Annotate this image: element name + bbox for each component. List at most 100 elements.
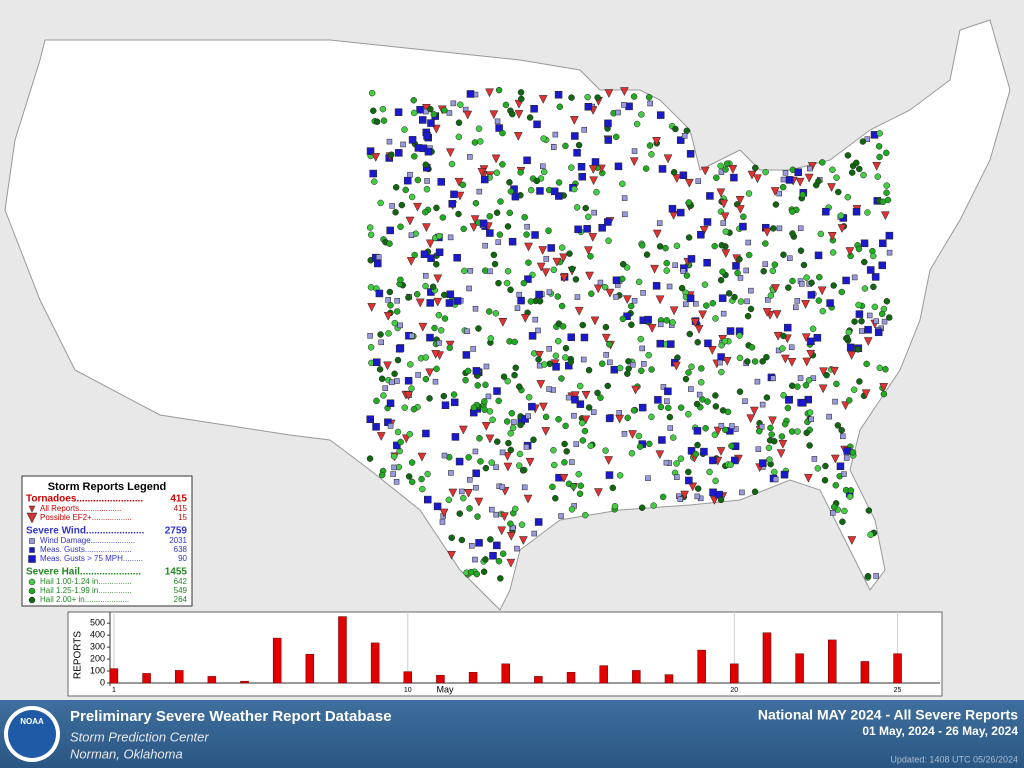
marker <box>567 333 575 341</box>
bar <box>240 680 249 684</box>
marker <box>866 312 873 319</box>
marker <box>475 325 482 332</box>
marker <box>446 290 455 299</box>
marker <box>762 261 769 267</box>
marker <box>476 435 483 442</box>
marker <box>570 391 580 401</box>
marker <box>405 473 413 480</box>
marker <box>486 229 494 237</box>
marker <box>485 308 493 315</box>
marker <box>367 333 373 339</box>
marker <box>866 266 875 274</box>
marker <box>574 306 584 316</box>
marker <box>621 102 627 108</box>
marker <box>433 365 440 373</box>
us-outline <box>4 19 1011 611</box>
marker <box>878 310 886 318</box>
marker <box>524 223 530 230</box>
marker <box>493 209 501 216</box>
marker <box>404 391 413 401</box>
marker <box>585 213 592 221</box>
marker <box>467 476 473 483</box>
marker <box>703 302 710 309</box>
marker <box>874 328 883 337</box>
marker <box>776 190 782 197</box>
marker <box>706 192 714 200</box>
marker <box>605 288 615 298</box>
marker <box>751 488 759 495</box>
marker <box>760 267 767 275</box>
marker <box>433 502 442 511</box>
marker <box>681 133 688 139</box>
marker <box>528 402 536 411</box>
marker <box>549 483 556 491</box>
marker <box>656 243 664 250</box>
marker <box>736 354 744 362</box>
marker <box>628 321 635 328</box>
marker <box>594 488 603 498</box>
marker <box>838 288 846 296</box>
marker <box>748 287 754 294</box>
legend-item-count: 2031 <box>169 536 187 545</box>
marker <box>535 327 541 334</box>
marker <box>852 207 861 216</box>
marker <box>508 237 517 246</box>
marker <box>477 458 484 465</box>
marker <box>779 183 787 191</box>
bar <box>109 668 119 684</box>
marker <box>520 279 528 287</box>
marker <box>747 305 755 313</box>
marker <box>611 502 619 510</box>
marker <box>495 279 502 287</box>
marker <box>550 446 557 454</box>
marker <box>482 242 488 249</box>
marker <box>464 328 470 335</box>
marker <box>520 314 530 323</box>
marker <box>719 407 727 414</box>
marker <box>485 88 494 98</box>
marker <box>389 379 395 386</box>
marker <box>856 165 863 173</box>
marker <box>885 231 894 240</box>
marker <box>805 376 813 384</box>
marker <box>879 383 889 392</box>
marker <box>575 470 582 478</box>
marker <box>569 116 579 125</box>
legend-group-total: 415 <box>170 494 187 505</box>
marker <box>554 91 563 99</box>
marker <box>736 256 743 263</box>
marker <box>690 318 700 328</box>
marker <box>506 558 516 568</box>
marker <box>817 230 825 238</box>
legend-item-label: Possible EF2+.................. <box>40 513 132 522</box>
marker <box>562 142 569 150</box>
marker <box>821 476 829 484</box>
marker <box>685 476 693 485</box>
marker <box>397 438 404 446</box>
marker <box>552 352 560 360</box>
marker <box>838 426 845 434</box>
marker <box>802 357 812 367</box>
marker <box>481 422 491 431</box>
marker <box>395 149 403 157</box>
marker <box>616 472 624 479</box>
marker <box>400 141 406 148</box>
marker <box>514 305 521 311</box>
marker <box>720 310 727 317</box>
marker <box>740 213 747 221</box>
marker <box>771 261 779 268</box>
marker <box>414 176 422 184</box>
marker <box>555 416 562 423</box>
marker <box>872 161 882 171</box>
marker <box>461 267 468 275</box>
marker <box>408 136 417 144</box>
marker <box>683 127 691 135</box>
marker <box>663 267 670 274</box>
marker <box>555 179 563 186</box>
marker <box>394 297 400 304</box>
marker <box>646 142 654 149</box>
marker <box>546 289 553 295</box>
marker <box>472 199 480 207</box>
marker <box>435 248 444 257</box>
